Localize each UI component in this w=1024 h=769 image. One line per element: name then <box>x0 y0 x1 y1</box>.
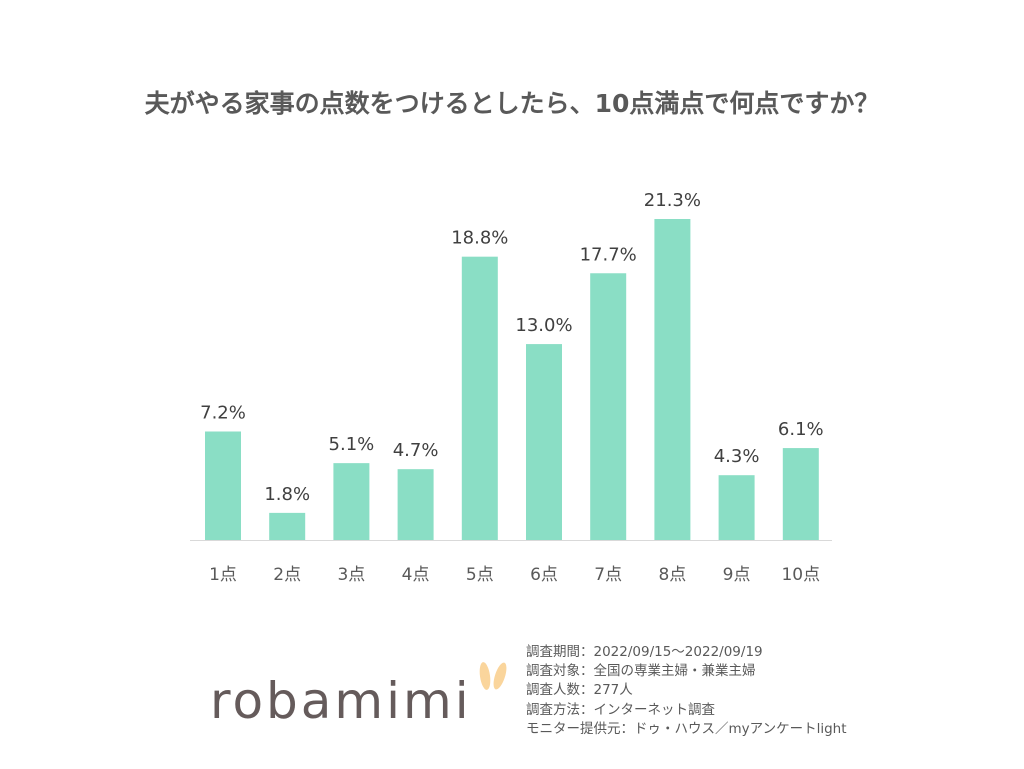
x-tick-label: 1点 <box>209 565 237 585</box>
data-label: 18.8% <box>451 228 508 249</box>
x-tick-label: 5点 <box>466 565 494 585</box>
data-label: 5.1% <box>329 434 375 455</box>
survey-notes: 調査期間：2022/09/15～2022/09/19 調査対象：全国の専業主婦・… <box>526 643 847 739</box>
chart-title: 夫がやる家事の点数をつけるとしたら、10点満点で何点ですか？ <box>144 89 880 118</box>
bar-3点 <box>333 463 370 540</box>
ear-right <box>493 662 507 690</box>
data-label: 13.0% <box>515 315 572 336</box>
x-tick-label: 9点 <box>723 565 751 585</box>
data-label: 1.8% <box>264 484 310 505</box>
x-tick-label: 3点 <box>337 565 365 585</box>
robamimi-logo: robamimi <box>210 662 507 730</box>
bar-5点 <box>461 256 498 540</box>
note-method: 調査方法：インターネット調査 <box>526 701 715 718</box>
ear-left <box>479 662 491 690</box>
bar-10点 <box>782 448 819 540</box>
note-target: 調査対象：全国の専業主婦・兼業主婦 <box>526 663 756 680</box>
note-period: 調査期間：2022/09/15～2022/09/19 <box>526 644 763 660</box>
bar-7点 <box>590 273 627 540</box>
note-provider: モニター提供元：ドゥ・ハウス／myアンケートlight <box>526 720 847 737</box>
x-tick-label: 8点 <box>658 565 686 585</box>
data-label: 4.7% <box>393 440 439 461</box>
bar-1点 <box>205 431 241 540</box>
x-tick-label: 4点 <box>402 565 430 585</box>
bar-4点 <box>397 469 434 540</box>
data-label: 21.3% <box>644 190 701 211</box>
x-tick-label: 6点 <box>530 565 558 585</box>
x-tick-label: 7点 <box>594 565 622 585</box>
bar-6点 <box>526 344 562 540</box>
x-tick-label: 2点 <box>273 565 301 585</box>
data-label: 6.1% <box>778 419 824 440</box>
logo-text: robamimi <box>210 672 472 730</box>
data-label: 17.7% <box>580 244 637 265</box>
data-label: 4.3% <box>714 446 760 467</box>
bar-chart: 7.2% 1点 1.8% 2点 5.1% 3点 4.7% 4点 18.8% 5点 13.0% 6点 17… <box>190 190 832 585</box>
bar-9点 <box>718 475 755 540</box>
x-tick-label: 10点 <box>781 565 820 585</box>
data-label: 7.2% <box>200 402 246 423</box>
note-count: 調査人数：277人 <box>526 682 633 699</box>
bar-8点 <box>654 219 691 540</box>
bar-2点 <box>269 512 306 540</box>
